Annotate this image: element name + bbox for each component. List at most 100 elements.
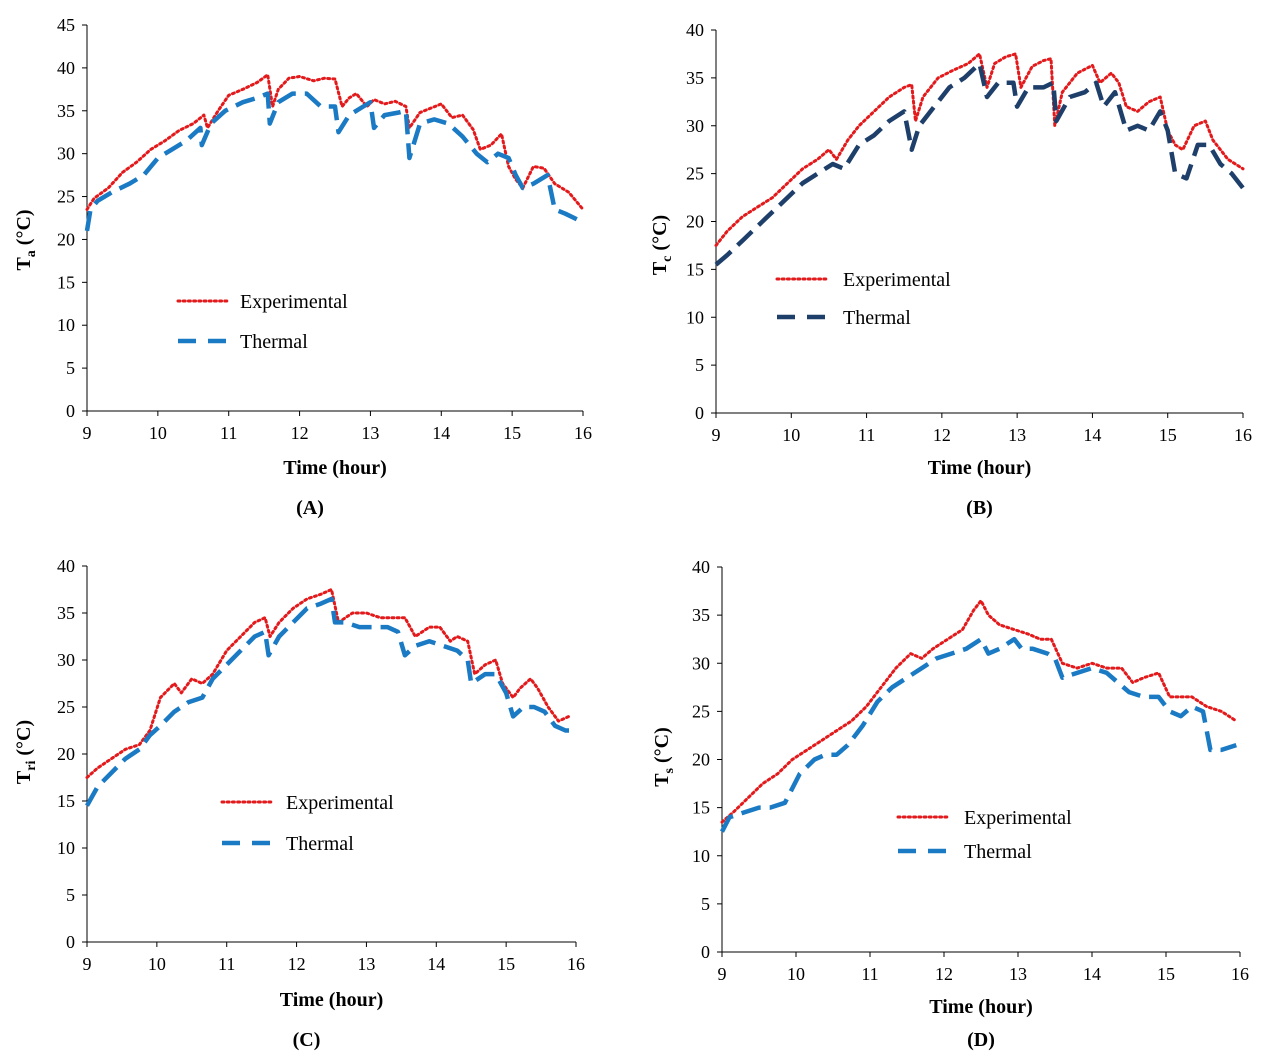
series-line-thermal xyxy=(85,596,569,807)
series-line-experimental xyxy=(714,52,1245,247)
y-axis-label-subscript: a xyxy=(24,250,39,257)
x-tick-label: 9 xyxy=(83,954,92,974)
series-line-thermal xyxy=(84,91,584,232)
x-tick-label: 15 xyxy=(1159,425,1177,445)
series-line-thermal xyxy=(719,636,1237,833)
y-tick-label: 25 xyxy=(686,164,704,184)
y-tick-label: 0 xyxy=(701,942,710,962)
y-tick-label: 30 xyxy=(57,650,75,670)
series-line-thermal xyxy=(714,61,1245,267)
y-tick-label: 0 xyxy=(695,403,704,423)
chart-panel-a: 0 5 10 15 20 25 30 35 40 45 9 10 11 12 13 14 15 16 Experim… xyxy=(13,15,592,519)
y-tick-label: 45 xyxy=(57,15,75,35)
y-axis-label-subscript: s xyxy=(662,767,677,773)
x-tick-label: 16 xyxy=(1231,964,1249,984)
y-tick-label: 20 xyxy=(57,229,75,249)
x-axis-label: Time (hour) xyxy=(283,457,387,479)
y-axis-label-main: T xyxy=(649,261,671,275)
x-tick-label: 10 xyxy=(782,425,800,445)
y-tick-label: 10 xyxy=(57,838,75,858)
legend-label-thermal: Thermal xyxy=(286,833,354,855)
y-tick-label: 40 xyxy=(686,20,704,40)
legend-label-experimental: Experimental xyxy=(240,291,348,313)
panel-label: (A) xyxy=(296,497,324,519)
x-tick-label: 10 xyxy=(149,423,167,443)
y-axis-label: Ta (°C) xyxy=(13,209,39,270)
x-tick-label: 10 xyxy=(787,964,805,984)
y-tick-label: 0 xyxy=(66,932,75,952)
x-tick-label: 14 xyxy=(1083,964,1101,984)
x-tick-label: 15 xyxy=(497,954,515,974)
legend-label-thermal: Thermal xyxy=(964,841,1032,863)
legend-label-thermal: Thermal xyxy=(240,331,308,353)
x-tick-label: 11 xyxy=(858,425,875,445)
x-tick-label: 12 xyxy=(291,423,309,443)
y-tick-label: 35 xyxy=(57,603,75,623)
y-tick-label: 30 xyxy=(57,144,75,164)
x-tick-label: 16 xyxy=(574,423,592,443)
y-axis-label-unit: (°C) xyxy=(649,215,671,256)
y-tick-label: 15 xyxy=(57,791,75,811)
y-axis-label-unit: (°C) xyxy=(13,209,35,250)
series-line-experimental xyxy=(85,73,585,211)
x-tick-label: 13 xyxy=(1009,964,1027,984)
y-tick-label: 25 xyxy=(57,697,75,717)
y-tick-label: 0 xyxy=(66,401,75,421)
y-tick-label: 35 xyxy=(686,68,704,88)
y-tick-label: 10 xyxy=(57,315,75,335)
x-tick-label: 12 xyxy=(288,954,306,974)
panel-label: (B) xyxy=(966,497,993,519)
x-tick-label: 9 xyxy=(712,425,721,445)
y-tick-label: 20 xyxy=(692,750,710,770)
y-tick-label: 5 xyxy=(66,358,75,378)
y-axis-label: Tc (°C) xyxy=(649,215,675,275)
x-tick-label: 13 xyxy=(357,954,375,974)
chart-panel-c: 0 5 10 15 20 25 30 35 40 9 10 11 12 13 14 15 16 Experimen… xyxy=(13,556,585,1051)
y-tick-label: 10 xyxy=(686,307,704,327)
legend-label-experimental: Experimental xyxy=(843,269,951,291)
x-tick-label: 11 xyxy=(218,954,235,974)
panel-label: (C) xyxy=(293,1029,321,1051)
x-tick-label: 12 xyxy=(933,425,951,445)
x-tick-label: 9 xyxy=(718,964,727,984)
series-line-experimental xyxy=(720,599,1238,824)
x-tick-label: 11 xyxy=(861,964,878,984)
y-tick-label: 5 xyxy=(66,885,75,905)
x-tick-label: 13 xyxy=(361,423,379,443)
x-tick-label: 9 xyxy=(83,423,92,443)
x-axis-label: Time (hour) xyxy=(929,996,1033,1018)
x-axis-label: Time (hour) xyxy=(280,989,384,1011)
y-tick-label: 15 xyxy=(692,798,710,818)
chart-panel-b: 0 5 10 15 20 25 30 35 40 9 10 11 12 13 14 15 16 Experimen… xyxy=(649,20,1252,519)
x-tick-label: 15 xyxy=(503,423,521,443)
y-tick-label: 15 xyxy=(686,259,704,279)
x-tick-label: 14 xyxy=(432,423,450,443)
x-tick-label: 16 xyxy=(1234,425,1252,445)
y-axis-label: Ts (°C) xyxy=(651,727,677,787)
x-tick-label: 14 xyxy=(1083,425,1101,445)
legend-label-experimental: Experimental xyxy=(964,807,1072,829)
y-tick-label: 5 xyxy=(701,894,710,914)
y-tick-label: 35 xyxy=(692,605,710,625)
legend-label-experimental: Experimental xyxy=(286,792,394,814)
legend-label-thermal: Thermal xyxy=(843,307,911,329)
y-tick-label: 10 xyxy=(692,846,710,866)
y-tick-label: 5 xyxy=(695,355,704,375)
y-tick-label: 20 xyxy=(57,744,75,764)
x-axis-label: Time (hour) xyxy=(928,457,1032,479)
x-tick-label: 16 xyxy=(567,954,585,974)
y-axis-label: Tri (°C) xyxy=(13,720,39,784)
y-axis-label-main: T xyxy=(651,773,673,787)
y-tick-label: 35 xyxy=(57,101,75,121)
x-tick-label: 13 xyxy=(1008,425,1026,445)
y-tick-label: 25 xyxy=(57,187,75,207)
y-axis-label-main: T xyxy=(13,257,35,271)
y-axis-label-subscript: ri xyxy=(24,761,39,771)
y-axis-label-subscript: c xyxy=(660,256,675,262)
x-tick-label: 14 xyxy=(427,954,445,974)
series-line-experimental xyxy=(85,588,571,779)
y-tick-label: 15 xyxy=(57,272,75,292)
x-tick-label: 11 xyxy=(220,423,237,443)
y-tick-label: 30 xyxy=(692,653,710,673)
